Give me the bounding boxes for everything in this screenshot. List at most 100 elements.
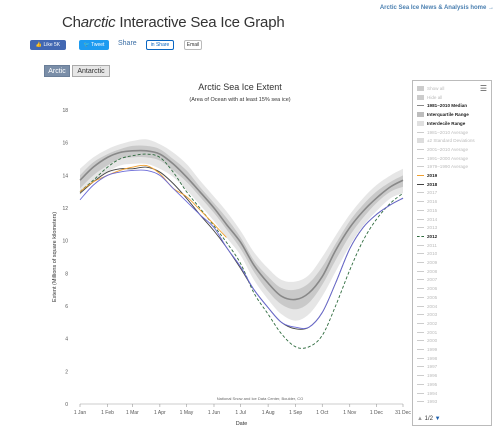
legend-label: 2010 (427, 251, 438, 257)
legend-item[interactable]: 1981–2010 Average (417, 129, 468, 136)
legend-item[interactable]: Interdecile Range (417, 120, 465, 127)
legend-item[interactable]: Show all (417, 85, 444, 92)
x-tick-label: 1 Nov (343, 410, 357, 416)
legend-swatch (417, 392, 424, 394)
legend-item[interactable]: 2013 (417, 224, 437, 231)
legend-label: 1991–2000 Average (427, 155, 469, 161)
legend-swatch (417, 94, 424, 100)
legend-item[interactable]: 2018 (417, 181, 437, 188)
legend-swatch (417, 86, 424, 91)
legend-item[interactable]: 2001–2010 Average (417, 146, 468, 153)
legend-label: 1997 (427, 364, 438, 370)
legend-label: 1993 (427, 399, 438, 405)
x-tick-label: 1 Dec (370, 410, 384, 416)
legend-swatch (417, 120, 424, 126)
legend-label: 2013 (427, 225, 438, 231)
chart-subtitle: (Area of Ocean with at least 15% sea ice… (189, 97, 291, 103)
x-tick-label: 1 Mar (126, 410, 139, 416)
y-tick-label: 6 (65, 304, 68, 310)
legend-item[interactable]: 2008 (417, 268, 437, 275)
x-tick-label: 1 Apr (154, 410, 166, 416)
legend-item[interactable]: Interquartile Range (417, 111, 469, 118)
y-tick-label: 4 (65, 337, 68, 343)
legend-label: 2009 (427, 260, 438, 265)
legend-item[interactable]: 1981–2010 Median (417, 102, 467, 109)
legend-item[interactable]: 2015 (417, 207, 437, 214)
legend-swatch (417, 138, 424, 144)
legend-item[interactable]: 2019 (417, 172, 437, 179)
legend-next-icon[interactable]: ▼ (434, 416, 441, 422)
legend-swatch (417, 131, 424, 133)
series-line-2017 (79, 169, 404, 329)
legend-swatch (417, 401, 424, 403)
legend-label: Show all (427, 86, 445, 91)
legend-item[interactable]: 1996 (417, 372, 437, 379)
legend-item[interactable]: 2016 (417, 198, 437, 205)
series-line-2012 (79, 153, 404, 349)
legend-swatch (417, 296, 424, 298)
x-tick-label: 1 Oct (316, 410, 329, 416)
chart-credit: National Snow and Ice Data Center, Bould… (216, 396, 304, 401)
legend-swatch (417, 305, 424, 307)
legend-swatch (417, 314, 424, 316)
legend-item[interactable]: 2001 (417, 329, 437, 336)
legend-swatch (417, 201, 424, 203)
legend-item[interactable]: 2014 (417, 216, 437, 223)
legend-item[interactable]: 1994 (417, 390, 437, 397)
legend-swatch (417, 375, 424, 377)
legend-label: 2003 (427, 312, 438, 318)
legend-item[interactable]: 2007 (417, 276, 437, 283)
legend-item[interactable]: 2012 (417, 233, 437, 240)
legend-item[interactable]: 2004 (417, 303, 437, 310)
legend-swatch (417, 383, 424, 385)
facebook-like-button[interactable]: 👍 Like 5K (30, 40, 66, 50)
legend-label: 2008 (427, 268, 438, 274)
legend-item[interactable]: 1979–1990 Average (417, 163, 468, 170)
legend-item[interactable]: 1991–2000 Average (417, 155, 468, 162)
legend-item[interactable]: 1993 (417, 398, 437, 405)
page-title: Charctic Interactive Sea Ice Graph (62, 14, 285, 31)
tab-antarctic[interactable]: Antarctic (72, 65, 110, 77)
legend-item[interactable]: 1998 (417, 355, 437, 362)
legend-label: 1981–2010 Average (427, 129, 469, 135)
legend-swatch (417, 166, 424, 168)
legend-item[interactable]: 1999 (417, 346, 437, 353)
legend-label: 1999 (427, 347, 438, 352)
legend-label: 1994 (427, 390, 438, 396)
legend-prev-icon[interactable]: ▲ (417, 416, 423, 422)
legend-item[interactable]: 2009 (417, 259, 437, 266)
legend-item[interactable]: 1997 (417, 363, 437, 370)
legend-label: 2007 (427, 277, 438, 283)
hamburger-icon[interactable]: ☰ (479, 84, 487, 93)
tab-arctic[interactable]: Arctic (44, 65, 70, 77)
legend-item[interactable]: ±2 Standard Deviations (417, 137, 475, 144)
legend-item[interactable]: 2000 (417, 337, 437, 344)
legend-label: 2001 (427, 329, 438, 335)
y-tick-label: 14 (62, 173, 68, 179)
series-line-1981-2010-median (79, 149, 404, 301)
nsidc-home-link[interactable]: Arctic Sea Ice News & Analysis home → (379, 5, 494, 11)
legend-label: 2000 (427, 338, 438, 344)
legend-item[interactable]: 2017 (417, 189, 437, 196)
email-button[interactable]: Email (184, 40, 202, 50)
legend-item[interactable]: 2011 (417, 242, 437, 249)
legend-item[interactable]: 2002 (417, 320, 437, 327)
legend-label: 2017 (427, 190, 438, 196)
legend-item[interactable]: Hide all (417, 94, 442, 101)
tweet-button[interactable]: 🐦 Tweet (79, 40, 109, 50)
linkedin-share-button[interactable]: in Share (146, 40, 174, 50)
legend-item[interactable]: 1995 (417, 381, 437, 388)
legend-item[interactable]: 2005 (417, 294, 437, 301)
x-tick-label: 1 Aug (262, 410, 275, 416)
legend-swatch (417, 218, 424, 220)
legend-item[interactable]: 2010 (417, 250, 437, 257)
share-link[interactable]: Share (118, 40, 137, 47)
legend-item[interactable]: 2006 (417, 285, 437, 292)
legend-swatch (417, 253, 424, 255)
x-tick-label: 1 Jun (208, 410, 220, 416)
legend-label: Interquartile Range (427, 112, 469, 118)
legend-swatch (417, 322, 424, 324)
legend-item[interactable]: 2003 (417, 311, 437, 318)
legend-swatch (417, 331, 424, 333)
legend-label: 2012 (427, 233, 438, 239)
